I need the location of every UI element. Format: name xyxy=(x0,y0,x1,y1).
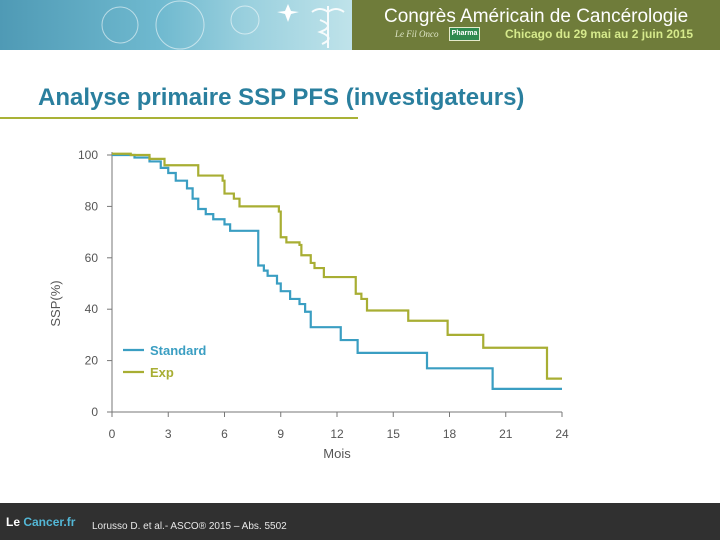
x-tick-label: 0 xyxy=(109,427,116,441)
y-tick-label: 0 xyxy=(91,405,98,419)
series-line-exp xyxy=(112,152,562,380)
x-tick-label: 15 xyxy=(387,427,401,441)
y-tick-label: 60 xyxy=(85,251,99,265)
legend-label-exp: Exp xyxy=(150,365,174,380)
banner-title-panel xyxy=(352,0,720,50)
footer-bar xyxy=(0,503,720,540)
header-banner: Congrès Américain de Cancérologie Le Fil… xyxy=(0,0,720,50)
x-axis-label: Mois xyxy=(323,446,351,461)
y-tick-label: 20 xyxy=(85,354,99,368)
logo-le: Le xyxy=(6,515,24,529)
logo-cancer: Cancer.fr xyxy=(23,515,76,529)
x-tick-label: 3 xyxy=(165,427,172,441)
citation: Lorusso D. et al.- ASCO® 2015 – Abs. 550… xyxy=(92,521,287,532)
x-tick-label: 12 xyxy=(330,427,344,441)
y-axis-label: SSP(%) xyxy=(48,280,63,326)
caduceus-star-decoration xyxy=(101,0,345,50)
series-line-standard xyxy=(112,153,562,390)
y-tick-label: 100 xyxy=(78,148,98,162)
legend-label-standard: Standard xyxy=(150,343,206,358)
title-underline xyxy=(0,117,358,119)
banner-decorative-panel xyxy=(0,0,352,50)
pharma-badge: Pharma xyxy=(449,27,480,41)
x-tick-label: 18 xyxy=(443,427,457,441)
km-chart: 0 20 40 60 80 100 0 3 6 9 12 15 18 21 24 Mois SSP(%) S… xyxy=(48,148,569,461)
x-tick-label: 24 xyxy=(555,427,569,441)
congress-title: Congrès Américain de Cancérologie xyxy=(384,6,689,27)
x-tick-label: 21 xyxy=(499,427,513,441)
congress-dates: Chicago du 29 mai au 2 juin 2015 xyxy=(505,27,694,41)
x-tick-label: 9 xyxy=(277,427,284,441)
slide-title: Analyse primaire SSP PFS (investigateurs… xyxy=(38,84,525,111)
x-tick-label: 6 xyxy=(221,427,228,441)
y-tick-label: 40 xyxy=(85,302,99,316)
y-tick-label: 80 xyxy=(85,199,99,213)
le-fil-onco-logo: Le Fil Onco xyxy=(395,29,439,39)
le-cancer-logo: Le Cancer.fr xyxy=(6,515,75,529)
